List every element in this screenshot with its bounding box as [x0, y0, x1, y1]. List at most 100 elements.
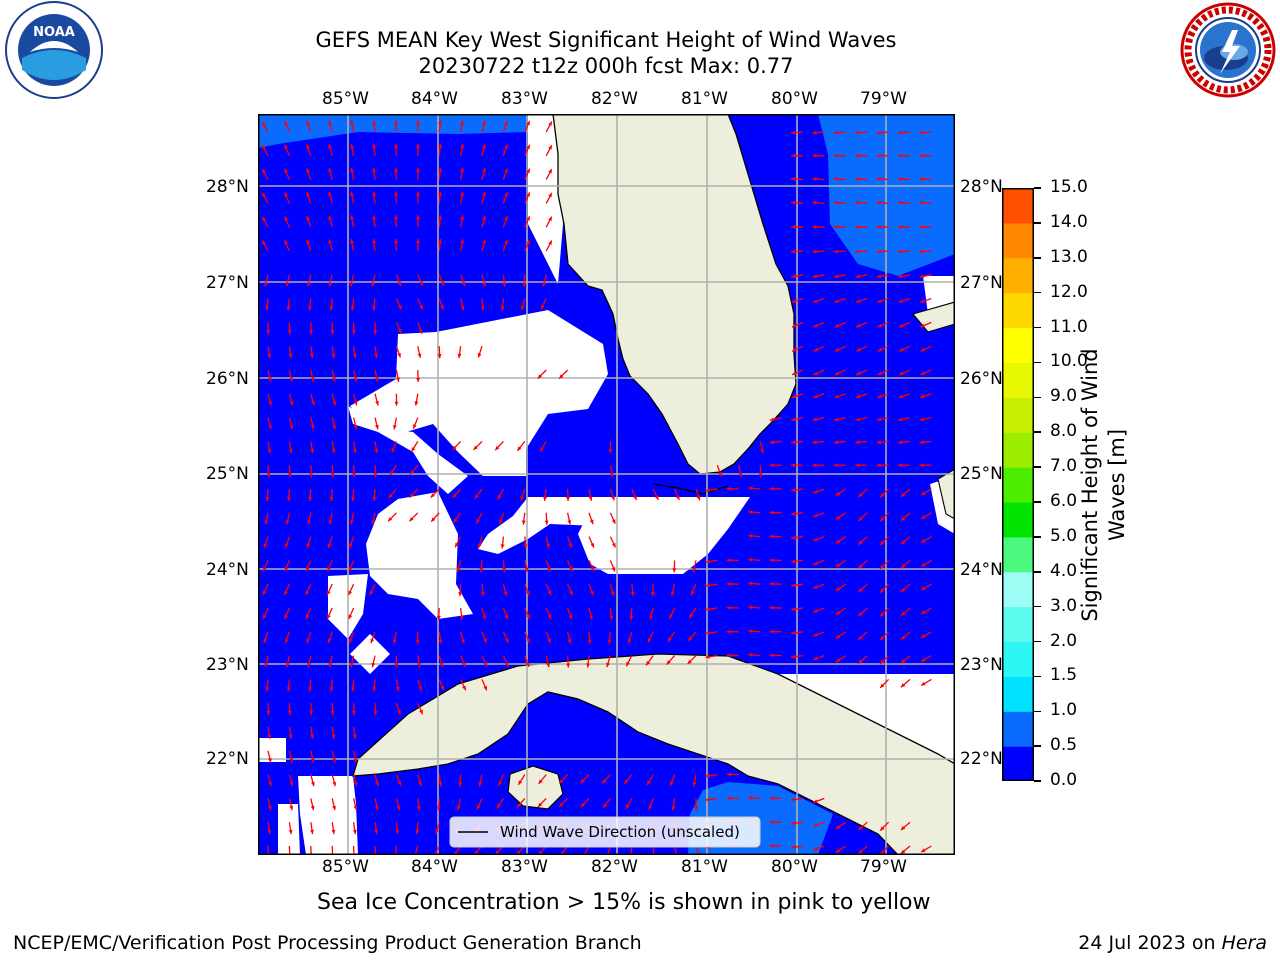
wave-arrow-head: [834, 347, 840, 352]
wave-arrow-head: [332, 805, 336, 811]
wave-arrow-head: [569, 566, 573, 572]
colorbar-tick-label: 7.0: [1050, 456, 1078, 477]
wave-arrow-head: [647, 638, 652, 643]
map: Wind Wave Direction (unscaled): [258, 114, 955, 855]
noaa-logo-text: NOAA: [33, 25, 75, 40]
colorbar-tick-mark: [1034, 291, 1041, 294]
wave-arrow-head: [331, 734, 336, 739]
wave-arrow-head: [559, 374, 564, 379]
wave-arrow-head: [877, 323, 882, 328]
lat-label-left-24n: 24°N: [206, 560, 249, 580]
wave-arrow-head: [414, 401, 419, 406]
wave-arrow-head: [921, 658, 926, 662]
wave-arrow-head: [919, 417, 925, 422]
wave-arrow-head: [726, 796, 731, 801]
wave-arrow-head: [920, 371, 925, 375]
colorbar-tick-mark: [1034, 431, 1041, 433]
colorbar-tick-label: 4.0: [1050, 560, 1078, 581]
wave-arrow-head: [876, 440, 881, 445]
wave-arrow-head: [328, 520, 333, 525]
wave-arrow-head: [791, 299, 796, 303]
wave-arrow-head: [374, 353, 379, 359]
wave-arrow-head: [452, 445, 457, 451]
wave-arrow-head: [919, 225, 924, 229]
colorbar-segment: [1002, 501, 1034, 538]
lon-label-top-82w: 82°W: [591, 89, 638, 109]
wave-arrow-head: [705, 797, 710, 802]
wave-arrow-head: [833, 177, 838, 181]
wave-arrow-head: [262, 240, 266, 245]
wave-arrow-head: [504, 192, 508, 197]
colorbar-tick-mark: [1034, 222, 1041, 224]
wave-arrow-head: [876, 177, 881, 181]
wave-arrow-head: [350, 306, 355, 311]
wave-arrow-head: [438, 167, 442, 172]
wave-arrow-head: [440, 685, 445, 691]
lat-label-left-22n: 22°N: [206, 749, 249, 769]
wave-arrow-head: [646, 660, 651, 666]
wave-arrow-head: [858, 588, 863, 593]
wave-arrow-head: [654, 495, 659, 500]
wave-arrow-head: [438, 143, 442, 149]
wave-arrow-head: [590, 590, 594, 596]
wave-arrow-head: [375, 781, 379, 787]
lon-label-bottom-79w: 79°W: [860, 857, 907, 877]
wave-arrow-head: [835, 848, 841, 853]
nws-logo: [1180, 2, 1276, 98]
wave-arrow-head: [373, 330, 378, 335]
colorbar-tick-mark: [1034, 257, 1041, 259]
wave-arrow-shaft: [267, 845, 270, 855]
wave-arrow-head: [495, 445, 500, 451]
wave-arrow-head: [327, 590, 331, 596]
wave-arrow-head: [580, 778, 585, 784]
wave-arrow-head: [791, 630, 796, 635]
wave-arrow-head: [418, 329, 423, 334]
wave-arrow-shaft: [331, 845, 334, 855]
wave-arrow-head: [398, 305, 402, 310]
wave-arrow-head: [397, 328, 402, 334]
lat-label-left-28n: 28°N: [206, 177, 249, 197]
wave-arrow-head: [833, 249, 838, 254]
wave-arrow-head: [416, 167, 420, 172]
colorbar-segment: [1002, 397, 1034, 433]
wave-arrow-head: [833, 130, 838, 135]
wave-arrow-head: [559, 802, 564, 807]
wave-arrow-head: [351, 687, 355, 692]
wave-arrow-head: [268, 424, 272, 430]
wave-arrow-head: [268, 401, 272, 406]
wave-arrow-head: [375, 424, 379, 430]
colorbar-segment: [1002, 711, 1034, 747]
colorbar-segment: [1002, 606, 1034, 643]
wave-arrow-head: [504, 662, 509, 667]
wave-arrow-head: [371, 662, 376, 668]
wave-arrow-head: [748, 534, 753, 538]
wave-arrow-head: [880, 826, 885, 831]
wave-arrow-head: [285, 662, 290, 668]
wave-arrow-head: [898, 323, 904, 328]
wave-arrow-head: [876, 249, 881, 254]
wave-arrow-head: [416, 239, 420, 244]
wave-arrow-head: [791, 463, 796, 468]
wave-arrow-head: [610, 591, 615, 596]
map-frame: [258, 114, 955, 855]
footer-branch: NCEP/EMC/Verification Post Processing Pr…: [13, 932, 642, 954]
wave-arrow-head: [791, 797, 796, 802]
wave-arrow-head: [586, 663, 590, 668]
wave-arrow-head: [457, 353, 462, 359]
wave-arrow-head: [900, 825, 906, 830]
wave-arrow-head: [263, 566, 267, 572]
wave-arrow-head: [479, 568, 484, 573]
wave-arrow-head: [396, 377, 400, 382]
wave-arrow-head: [372, 239, 376, 244]
wave-arrow-head: [440, 305, 444, 310]
lon-label-top-83w: 83°W: [501, 89, 548, 109]
wave-arrow-head: [692, 567, 697, 573]
wave-arrow-head: [310, 734, 314, 739]
wave-arrow-head: [813, 394, 818, 399]
wave-arrow-head: [726, 653, 731, 658]
wave-arrow-head: [748, 510, 753, 515]
wave-arrow-head: [567, 520, 572, 525]
wave-arrow-head: [547, 567, 551, 572]
colorbar-tick-label: 10.0: [1050, 351, 1088, 372]
wave-arrow-head: [542, 282, 547, 287]
